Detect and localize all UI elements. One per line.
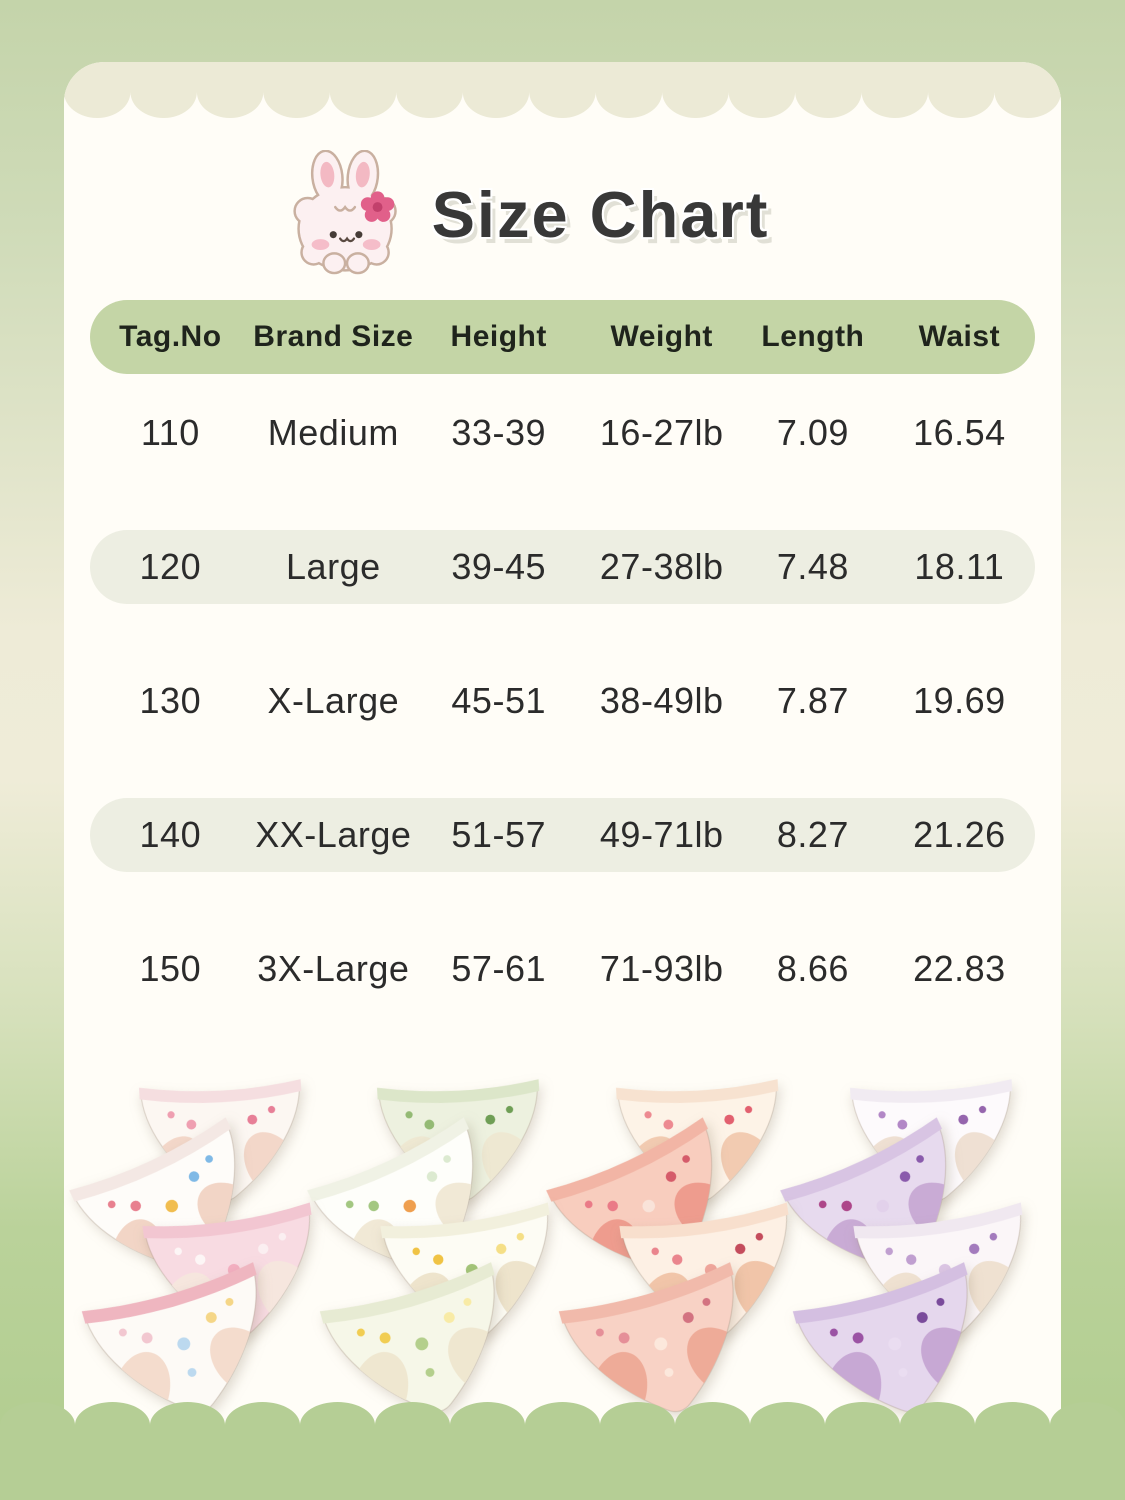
cell-brand-size: 3X-Large <box>257 948 410 989</box>
cell-weight: 16-27lb <box>599 412 724 453</box>
cell-height: 33-39 <box>451 412 546 453</box>
table-row: 130 X-Large 45-51 38-49lb 7.87 19.69 <box>90 664 1035 738</box>
cell-brand-size: Medium <box>267 412 399 453</box>
product-photo-purple-set <box>806 1078 1056 1408</box>
cell-height: 51-57 <box>451 814 546 855</box>
cell-waist: 18.11 <box>914 546 1005 587</box>
table-row: 140 XX-Large 51-57 49-71lb 8.27 21.26 <box>90 798 1035 872</box>
cell-brand-size: Large <box>286 546 381 587</box>
cell-tag-no: 110 <box>140 412 200 453</box>
cell-length: 7.87 <box>776 680 849 721</box>
cell-brand-size: X-Large <box>267 680 400 721</box>
product-photo-green-set <box>333 1078 583 1408</box>
product-photo-peach-set <box>572 1078 822 1408</box>
scalloped-trim-bottom <box>0 1402 1125 1500</box>
cell-height: 57-61 <box>451 948 546 989</box>
cell-waist: 19.69 <box>913 680 1006 721</box>
flower-icon <box>360 191 394 222</box>
cell-waist: 21.26 <box>913 814 1006 855</box>
cell-waist: 16.54 <box>913 412 1006 453</box>
cell-weight: 38-49lb <box>599 680 724 721</box>
cell-length: 8.27 <box>776 814 849 855</box>
product-photo-pink-set <box>95 1078 345 1408</box>
size-table: Tag.No Brand Size Height Weight Length W… <box>90 300 1035 1066</box>
col-waist: Waist <box>918 320 1001 353</box>
cell-weight: 27-38lb <box>599 546 724 587</box>
col-length: Length <box>761 320 865 353</box>
bunny-mascot-icon <box>292 150 397 275</box>
title-row: Size Chart <box>64 150 1061 278</box>
cell-tag-no: 120 <box>139 546 202 587</box>
cell-tag-no: 150 <box>139 948 202 989</box>
cell-tag-no: 130 <box>139 680 202 721</box>
col-height: Height <box>450 320 547 353</box>
cell-height: 39-45 <box>451 546 546 587</box>
table-row: 150 3X-Large 57-61 71-93lb 8.66 22.83 <box>90 932 1035 1006</box>
product-photos-row <box>0 1078 1125 1418</box>
cell-length: 7.48 <box>776 546 849 587</box>
cell-brand-size: XX-Large <box>255 814 412 855</box>
cell-length: 7.09 <box>776 412 849 453</box>
cell-length: 8.66 <box>776 948 849 989</box>
page-title: Size Chart <box>431 177 770 251</box>
table-header-row: Tag.No Brand Size Height Weight Length W… <box>90 300 1035 374</box>
cell-height: 45-51 <box>451 680 546 721</box>
cell-weight: 49-71lb <box>599 814 724 855</box>
table-row: 110 Medium 33-39 16-27lb 7.09 16.54 <box>90 396 1035 470</box>
cell-tag-no: 140 <box>139 814 202 855</box>
cell-waist: 22.83 <box>913 948 1006 989</box>
col-tag-no: Tag.No <box>119 320 222 353</box>
cell-weight: 71-93lb <box>599 948 724 989</box>
scalloped-trim-top <box>64 62 1061 118</box>
col-weight: Weight <box>610 320 713 353</box>
col-brand-size: Brand Size <box>253 320 414 353</box>
table-row: 120 Large 39-45 27-38lb 7.48 18.11 <box>90 530 1035 604</box>
